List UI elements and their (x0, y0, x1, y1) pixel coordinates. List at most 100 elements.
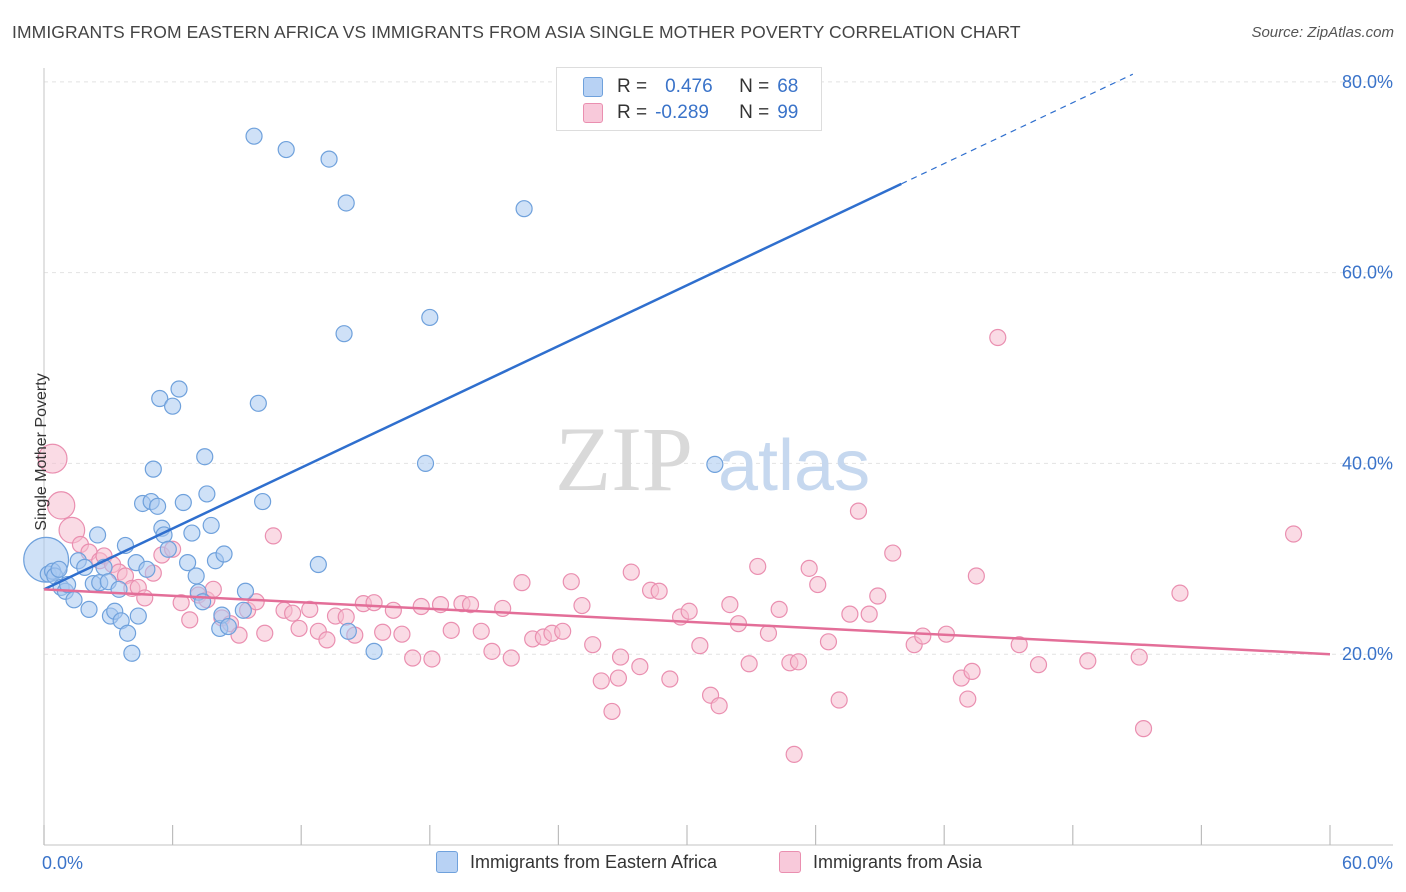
point-asia (513, 574, 531, 592)
point-asia (393, 625, 411, 643)
point-eastern-africa (254, 492, 272, 511)
point-asia (1029, 656, 1048, 674)
point-eastern-africa (421, 308, 439, 327)
series-eastern-africa-points (23, 127, 724, 662)
point-asia (721, 595, 739, 614)
point-eastern-africa (164, 397, 182, 415)
point-asia (841, 605, 859, 623)
trend-line-eastern-africa (43, 182, 902, 591)
point-asia (337, 608, 355, 626)
point-asia (691, 637, 709, 655)
x-tick-label: 60.0% (1342, 853, 1393, 873)
point-asia (869, 587, 887, 605)
legend-label-asia: Immigrants from Asia (813, 851, 983, 872)
point-asia (136, 589, 154, 607)
point-asia (37, 443, 68, 474)
legend-swatch-pink (583, 103, 603, 123)
point-eastern-africa (215, 545, 233, 563)
point-asia (609, 669, 628, 687)
legend-item-eastern-africa: Immigrants from Eastern Africa (436, 851, 717, 873)
point-asia (584, 636, 602, 654)
point-asia (318, 631, 336, 649)
point-asia (661, 670, 679, 688)
point-asia (819, 633, 838, 651)
point-asia (1010, 636, 1028, 654)
point-eastern-africa (129, 607, 147, 625)
point-asia (967, 567, 985, 585)
point-eastern-africa (309, 555, 327, 574)
point-asia (554, 622, 572, 640)
point-asia (849, 502, 868, 520)
point-eastern-africa (80, 600, 98, 618)
point-asia (749, 557, 767, 576)
point-eastern-africa (148, 497, 167, 515)
point-asia (740, 655, 758, 673)
point-asia (1079, 652, 1097, 670)
point-asia (611, 648, 630, 666)
point-eastern-africa (245, 127, 263, 145)
point-eastern-africa (118, 624, 137, 642)
point-asia (914, 627, 932, 645)
point-asia (256, 624, 274, 642)
point-asia (710, 697, 728, 715)
point-eastern-africa (151, 389, 169, 408)
point-asia (785, 745, 803, 763)
point-asia (374, 623, 392, 641)
point-asia (264, 527, 282, 545)
point-asia (247, 593, 265, 611)
watermark: ZIP atlas (555, 408, 870, 510)
point-asia (884, 544, 902, 562)
y-tick-label: 20.0% (1342, 644, 1393, 664)
legend-n-value: 68 (777, 76, 799, 97)
series-asia-points (37, 328, 1303, 763)
point-asia (502, 649, 520, 667)
point-eastern-africa (234, 601, 252, 619)
correlation-legend: R = 0.476 N = 68 R = -0.289 N = 99 (556, 67, 822, 131)
legend-swatch-blue (436, 851, 458, 873)
point-eastern-africa (50, 560, 68, 578)
chart-title: IMMIGRANTS FROM EASTERN AFRICA VS IMMIGR… (12, 22, 1021, 42)
point-eastern-africa (236, 582, 255, 600)
point-asia (472, 622, 490, 640)
point-eastern-africa (365, 642, 383, 660)
point-eastern-africa (335, 325, 353, 343)
watermark-atlas: atlas (718, 426, 870, 506)
legend-n-label: N = (739, 76, 770, 97)
point-eastern-africa (174, 493, 192, 512)
point-eastern-africa (138, 560, 156, 578)
legend-r-value: 0.476 (665, 76, 713, 97)
legend-n-label: N = (739, 102, 770, 123)
legend-item-asia: Immigrants from Asia (779, 851, 982, 873)
point-asia (442, 621, 460, 639)
point-asia (412, 597, 430, 616)
point-eastern-africa (337, 194, 355, 212)
point-eastern-africa (183, 524, 201, 542)
point-eastern-africa (339, 622, 357, 640)
point-asia (1130, 648, 1148, 666)
point-asia (365, 594, 383, 612)
point-asia (404, 649, 422, 667)
point-asia (562, 573, 580, 591)
grid-lines (44, 81, 1393, 655)
point-eastern-africa (65, 591, 83, 609)
point-asia (573, 596, 591, 615)
point-asia (809, 575, 827, 594)
point-eastern-africa (179, 554, 197, 572)
point-asia (989, 328, 1007, 347)
point-asia (631, 658, 649, 676)
legend-swatch-pink (779, 851, 801, 873)
trend-lines (43, 73, 1331, 656)
point-eastern-africa (202, 516, 220, 535)
trend-line-eastern-africa-extension (901, 73, 1134, 185)
point-asia (759, 624, 778, 642)
point-eastern-africa (159, 540, 177, 558)
point-asia (290, 619, 308, 638)
point-asia (461, 595, 480, 614)
point-eastern-africa (88, 526, 107, 544)
y-axis-label: Single Mother Poverty (33, 373, 50, 531)
point-asia (181, 611, 199, 629)
point-asia (603, 702, 621, 721)
point-asia (770, 600, 788, 618)
point-asia (592, 672, 610, 690)
point-eastern-africa (320, 150, 338, 168)
